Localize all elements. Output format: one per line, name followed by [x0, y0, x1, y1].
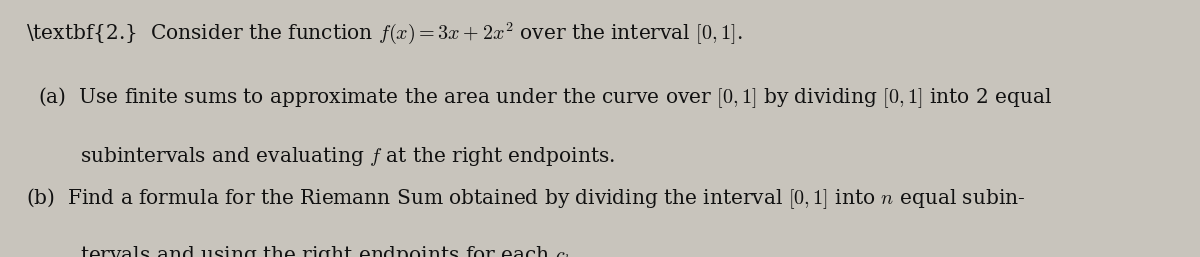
Text: \textbf{2.}  Consider the function $f(x) = 3x + 2x^2$ over the interval $[0, 1]$: \textbf{2.} Consider the function $f(x) … [26, 20, 743, 46]
Text: (b)  Find a formula for the Riemann Sum obtained by dividing the interval $[0, 1: (b) Find a formula for the Riemann Sum o… [26, 186, 1026, 211]
Text: subintervals and evaluating $f$ at the right endpoints.: subintervals and evaluating $f$ at the r… [80, 145, 616, 168]
Text: tervals and using the right endpoints for each $c_k$.: tervals and using the right endpoints fo… [80, 244, 580, 257]
Text: (a)  Use finite sums to approximate the area under the curve over $[0, 1]$ by di: (a) Use finite sums to approximate the a… [38, 86, 1052, 111]
